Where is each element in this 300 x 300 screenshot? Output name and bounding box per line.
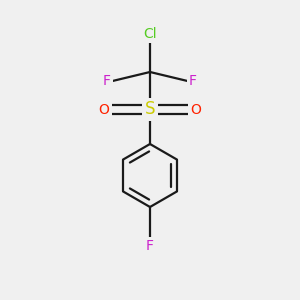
Text: F: F [146,239,154,254]
Text: O: O [99,103,110,116]
Text: F: F [103,74,111,88]
Text: F: F [189,74,197,88]
Text: Cl: Cl [143,27,157,41]
Text: O: O [190,103,201,116]
Text: S: S [145,100,155,118]
